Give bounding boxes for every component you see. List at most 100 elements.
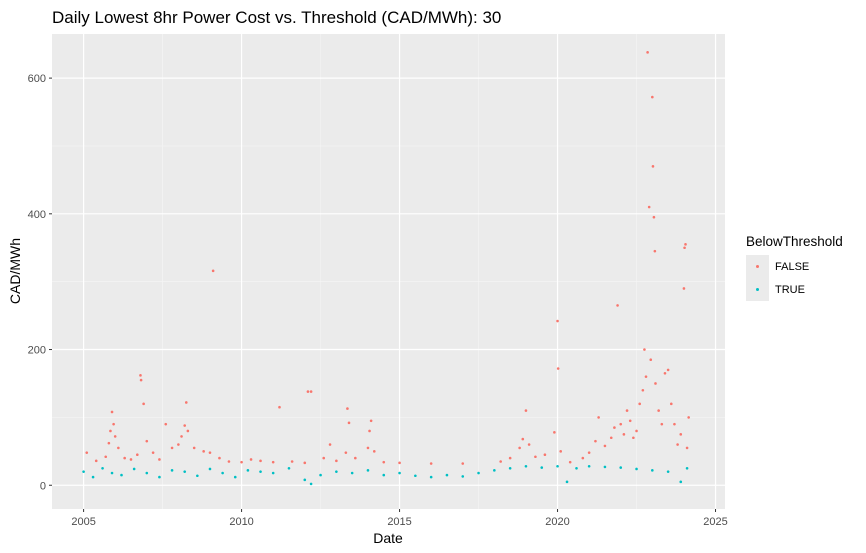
point-false [652,215,656,219]
point-false [641,388,645,392]
point-true [145,471,149,475]
point-true [366,469,370,472]
point-false [518,446,521,450]
point-false [322,456,326,460]
point-true [335,470,338,473]
point-false [177,443,180,446]
point-false [594,439,597,443]
point-false [309,390,313,393]
point-false [603,444,607,448]
legend-dot-true [756,288,759,291]
y-tick-label: 600 [28,73,46,85]
point-false [657,409,660,412]
point-false [673,422,676,426]
point-false [653,249,657,253]
point-false [369,419,373,423]
point-false [676,443,679,446]
point-false [129,458,133,461]
point-false [227,460,231,463]
x-tick-label: 2005 [71,516,95,528]
point-true [635,467,638,471]
legend-key [746,278,769,301]
grid-major [52,34,725,509]
point-false [553,431,556,434]
point-false [139,374,142,377]
data-points [82,51,690,486]
point-true [91,475,95,479]
point-false [679,433,683,436]
point-false [508,456,512,460]
point-false [638,402,641,406]
chart-title: Daily Lowest 8hr Power Cost vs. Threshol… [52,8,502,27]
point-false [568,460,572,464]
legend-item-true: TRUE [746,278,864,301]
point-false [643,348,646,351]
point-false [382,460,386,464]
point-true [414,474,417,478]
point-false [158,458,161,461]
point-false [663,371,667,375]
point-false [559,450,562,453]
point-false [521,437,525,441]
point-false [398,461,401,465]
point-false [290,460,294,463]
point-true [303,478,307,482]
point-true [196,474,199,478]
point-false [609,436,613,440]
x-tick-label: 2010 [229,516,253,528]
point-false [347,421,351,425]
point-false [249,458,253,461]
point-true [271,471,275,475]
point-false [372,450,376,453]
point-false [142,402,145,406]
point-false [556,319,559,323]
legend-item-false: FALSE [746,255,864,278]
point-true [101,466,104,470]
x-tick-label: 2020 [545,516,569,528]
point-false [597,416,600,419]
point-false [192,446,196,450]
point-true [110,471,114,475]
point-true [685,466,689,470]
point-false [117,446,120,450]
point-false [123,456,126,460]
point-true [603,465,607,469]
x-axis: 2005 2010 2015 2020 2025 [71,509,728,528]
point-false [625,409,629,412]
point-true [208,467,212,471]
point-true [565,480,569,484]
legend: BelowThreshold FALSE TRUE [746,234,864,301]
point-false [654,382,657,385]
point-true [461,475,465,478]
point-false [684,243,687,246]
point-false [335,459,338,463]
point-true [82,470,85,473]
point-true [259,470,262,473]
point-false [687,416,690,419]
point-true [120,473,123,477]
legend-label: FALSE [775,260,810,273]
point-false [151,451,155,454]
point-false [587,451,591,454]
point-false [328,443,332,446]
point-false [669,402,673,406]
point-false [660,422,664,426]
point-false [104,455,108,459]
point-false [366,446,370,450]
point-true [619,466,623,469]
point-false [683,246,686,250]
point-false [136,453,139,457]
point-false [94,459,98,463]
point-false [632,436,635,440]
point-false [278,405,281,409]
legend-title: BelowThreshold [746,234,843,249]
point-true [350,471,354,475]
point-true [445,473,449,477]
point-false [186,429,190,433]
point-true [132,467,136,471]
point-false [110,410,114,414]
point-false [170,446,174,450]
point-false [208,451,212,454]
point-true [540,466,544,469]
point-false [534,455,537,459]
